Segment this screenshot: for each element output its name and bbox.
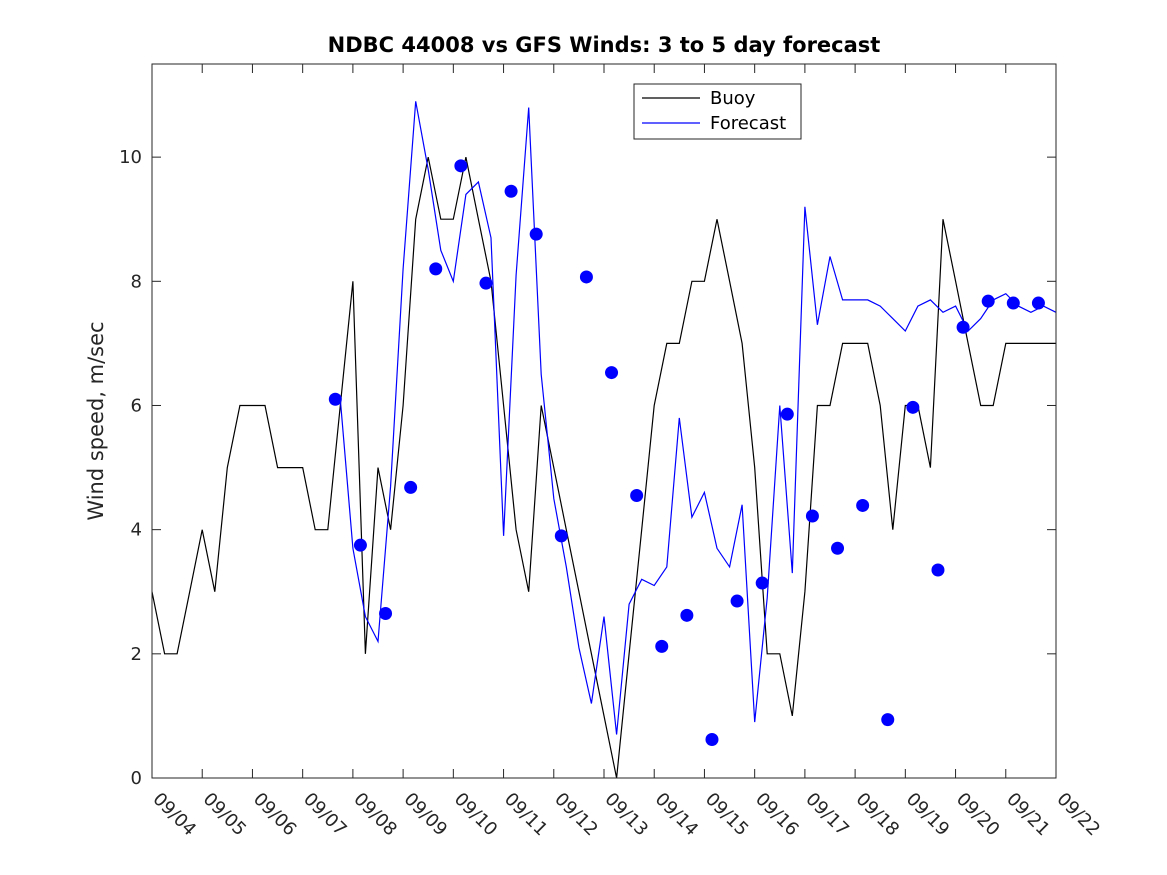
y-axis: 0 2 4 6 8 10 <box>119 147 1056 789</box>
forecast-point <box>755 576 769 590</box>
y-tick-label: 8 <box>131 271 142 292</box>
y-tick-label: 2 <box>131 644 142 665</box>
forecast-point <box>379 606 393 620</box>
forecast-point <box>780 407 794 421</box>
marker-layer <box>328 159 1045 747</box>
forecast-point <box>680 608 694 622</box>
forecast-point <box>805 509 819 523</box>
forecast-point <box>479 276 493 290</box>
forecast-point <box>429 262 443 276</box>
forecast-point <box>931 563 945 577</box>
legend-box <box>633 83 802 140</box>
series-line-forecast <box>339 101 1057 735</box>
forecast-point <box>554 529 568 543</box>
forecast-point <box>730 594 744 608</box>
plot-area <box>151 64 1057 779</box>
forecast-point <box>328 392 342 406</box>
forecast-point <box>353 538 367 552</box>
forecast-point <box>856 498 870 512</box>
forecast-point <box>454 159 468 173</box>
forecast-point <box>655 639 669 653</box>
y-axis-label: Wind speed, m/sec <box>84 321 108 520</box>
forecast-point <box>831 541 845 555</box>
series-layer <box>151 101 1057 779</box>
series-line-buoy <box>151 156 1056 779</box>
forecast-point <box>579 270 593 284</box>
forecast-point <box>906 400 920 414</box>
forecast-point <box>605 366 619 380</box>
forecast-point <box>981 294 995 308</box>
forecast-point <box>630 489 644 503</box>
legend-forecast-label: Forecast <box>710 113 786 134</box>
plot-background <box>152 64 1056 778</box>
forecast-point <box>504 184 518 198</box>
legend: Buoy Forecast <box>633 83 802 140</box>
y-tick-label: 10 <box>119 147 142 168</box>
chart-title: NDBC 44008 vs GFS Winds: 3 to 5 day fore… <box>328 33 881 57</box>
forecast-point <box>1006 296 1020 310</box>
forecast-point <box>1031 296 1045 310</box>
forecast-point <box>705 733 719 747</box>
forecast-point <box>529 227 543 241</box>
y-tick-label: 4 <box>131 520 142 541</box>
y-tick-label: 6 <box>131 395 142 416</box>
y-tick-label: 0 <box>131 768 142 789</box>
forecast-point <box>404 480 418 494</box>
legend-buoy-label: Buoy <box>710 88 756 109</box>
forecast-point <box>956 320 970 334</box>
forecast-point <box>881 713 895 727</box>
